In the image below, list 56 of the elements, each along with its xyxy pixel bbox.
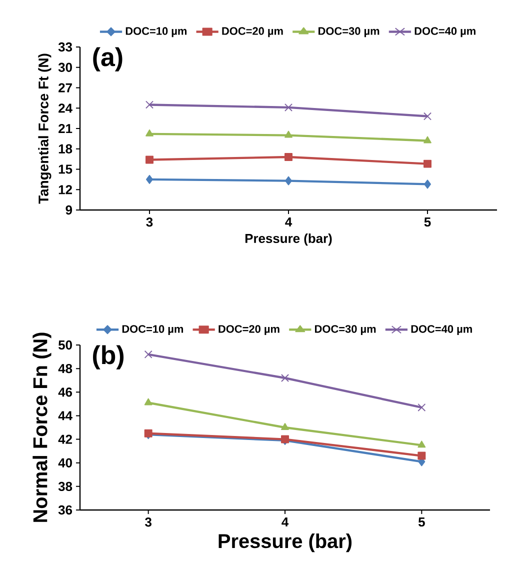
point bbox=[146, 156, 154, 164]
point bbox=[280, 374, 290, 382]
legend-label: DOC=30 µm bbox=[318, 27, 380, 38]
legend-label: DOC=10 µm bbox=[122, 325, 184, 335]
point bbox=[284, 153, 292, 162]
legend-label: DOC=40 µm bbox=[411, 325, 472, 335]
y-tick-label: 21 bbox=[58, 124, 72, 134]
y-tick-label: 9 bbox=[66, 205, 72, 215]
point bbox=[144, 350, 152, 358]
y-tick-label: 12 bbox=[58, 185, 72, 194]
x-tick-label: 3 bbox=[145, 518, 152, 527]
point bbox=[418, 440, 426, 448]
legend-label: DOC=20 µm bbox=[222, 27, 283, 38]
point bbox=[144, 398, 152, 406]
y-tick-label: 27 bbox=[58, 83, 72, 92]
point bbox=[285, 176, 292, 186]
point bbox=[424, 180, 431, 189]
y-tick-label: 48 bbox=[58, 364, 72, 374]
legend-label: DOC=20 µm bbox=[218, 325, 280, 335]
y-tick-label: 42 bbox=[58, 434, 72, 444]
y-tick-label: 50 bbox=[58, 340, 72, 350]
y-tick-label: 18 bbox=[58, 144, 72, 154]
y-tick-label: 46 bbox=[58, 388, 72, 397]
point bbox=[146, 174, 153, 184]
x-tick-label: 5 bbox=[424, 218, 431, 227]
x-tick-label: 4 bbox=[285, 218, 292, 226]
point bbox=[424, 160, 432, 168]
y-tick-label: 36 bbox=[58, 505, 72, 515]
point bbox=[284, 130, 292, 138]
y-axis-title: Tangential Force Ft (N) bbox=[38, 54, 52, 204]
y-axis-title: Normal Force Fn (N) bbox=[32, 332, 52, 522]
point bbox=[284, 103, 293, 112]
point bbox=[424, 136, 432, 144]
y-tick-label: 38 bbox=[58, 482, 72, 492]
legend-label: DOC=30 µm bbox=[315, 325, 376, 335]
y-tick-label: 33 bbox=[58, 42, 72, 52]
legend-label: DOC=40 µm bbox=[414, 27, 476, 38]
y-tick-label: 40 bbox=[58, 458, 72, 468]
point bbox=[145, 100, 154, 109]
x-tick-label: 3 bbox=[146, 218, 153, 227]
x-tick-label: 4 bbox=[282, 518, 289, 526]
y-tick-label: 44 bbox=[58, 411, 72, 420]
annotation: (a) bbox=[93, 47, 122, 72]
y-tick-label: 24 bbox=[58, 104, 72, 113]
annotation: (b) bbox=[93, 345, 124, 370]
x-axis-title: Pressure (bar) bbox=[245, 234, 332, 246]
y-tick-label: 30 bbox=[58, 62, 72, 72]
y-tick-label: 15 bbox=[58, 164, 72, 174]
x-axis-title: Pressure (bar) bbox=[218, 534, 352, 552]
point bbox=[418, 403, 426, 412]
point bbox=[418, 452, 426, 460]
x-tick-label: 5 bbox=[418, 518, 425, 527]
point bbox=[146, 129, 154, 136]
point bbox=[423, 112, 432, 120]
point bbox=[281, 423, 289, 430]
legend-label: DOC=10 µm bbox=[126, 27, 187, 38]
